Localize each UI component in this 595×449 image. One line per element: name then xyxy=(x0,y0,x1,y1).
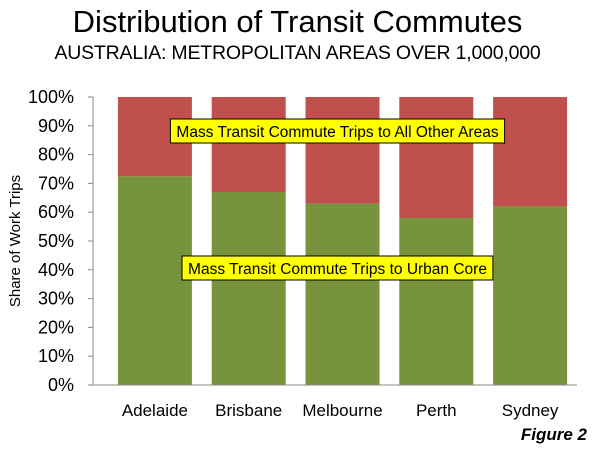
bar-adelaide-series-0 xyxy=(117,176,192,385)
y-tick-label: 60% xyxy=(38,202,74,222)
x-tick-label: Melbourne xyxy=(302,401,382,420)
figure-label: Figure 2 xyxy=(520,425,587,444)
bar-sydney-series-0 xyxy=(493,206,568,385)
bar-brisbane-series-0 xyxy=(211,192,286,385)
x-tick-label: Adelaide xyxy=(122,401,188,420)
bar-brisbane-series-1 xyxy=(211,97,286,192)
y-tick-label: 40% xyxy=(38,260,74,280)
y-tick-label: 100% xyxy=(28,87,74,107)
bars-layer xyxy=(117,97,568,385)
axis-layer: Adelaide Brisbane Melbourne Perth Sydney 0% 10… xyxy=(7,87,577,420)
bar-melbourne-series-0 xyxy=(305,203,380,385)
y-tick-label: 10% xyxy=(38,346,74,366)
annotation-other-areas: Mass Transit Commute Trips to All Other … xyxy=(169,118,506,144)
y-tick-label: 50% xyxy=(38,231,74,251)
bar-sydney-series-1 xyxy=(493,97,568,207)
y-tick-label: 70% xyxy=(38,173,74,193)
chart-subtitle: AUSTRALIA: METROPOLITAN AREAS OVER 1,000… xyxy=(54,42,541,64)
annotation-label: Mass Transit Commute Trips to Urban Core xyxy=(188,261,487,278)
y-tick-label: 30% xyxy=(38,289,74,309)
bar-melbourne-series-1 xyxy=(305,97,380,204)
annotation-box xyxy=(169,118,506,144)
y-axis-label: Share of Work Trips xyxy=(7,175,24,307)
annotation-box xyxy=(181,255,494,281)
x-tick-label: Perth xyxy=(416,401,457,420)
x-tick-label: Brisbane xyxy=(215,401,282,420)
y-tick-label: 80% xyxy=(38,145,74,165)
y-tick-label: 20% xyxy=(38,317,74,337)
annotation-label: Mass Transit Commute Trips to All Other … xyxy=(176,124,498,141)
bar-perth-series-0 xyxy=(399,218,474,385)
chart-title: Distribution of Transit Commutes xyxy=(72,4,523,39)
annotation-urban-core: Mass Transit Commute Trips to Urban Core xyxy=(181,255,494,281)
annotations-layer: Mass Transit Commute Trips to All Other … xyxy=(169,118,506,281)
x-tick-label: Sydney xyxy=(502,401,559,420)
y-tick-label: 90% xyxy=(38,116,74,136)
bar-perth-series-1 xyxy=(399,97,474,218)
y-tick-label: 0% xyxy=(48,375,74,395)
